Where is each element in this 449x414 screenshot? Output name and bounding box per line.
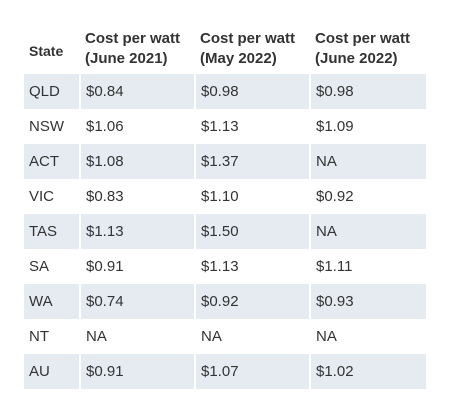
cell-june-2021: $0.83 <box>81 179 196 214</box>
cell-june-2021: NA <box>81 319 196 354</box>
header-june-2021: Cost per watt (June 2021) <box>85 29 181 67</box>
header-state: State <box>29 42 64 59</box>
cell-state: NSW <box>24 109 81 144</box>
cell-state: VIC <box>24 179 81 214</box>
header-may-2022: Cost per watt (May 2022) <box>200 29 296 67</box>
cell-state: SA <box>24 249 81 284</box>
table-row: NSW $1.06 $1.13 $1.09 <box>24 109 426 144</box>
table-row: ACT $1.08 $1.37 NA <box>24 144 426 179</box>
cell-june-2021: $1.08 <box>81 144 196 179</box>
cell-june-2021: $0.91 <box>81 249 196 284</box>
table-header: State Cost per watt (June 2021) Cost per… <box>24 23 426 74</box>
cell-may-2022: NA <box>196 319 311 354</box>
cell-may-2022: $1.07 <box>196 354 311 389</box>
cell-june-2022: $0.92 <box>311 179 426 214</box>
cell-june-2021: $1.13 <box>81 214 196 249</box>
table-row: VIC $0.83 $1.10 $0.92 <box>24 179 426 214</box>
cell-state: TAS <box>24 214 81 249</box>
cell-state: QLD <box>24 74 81 109</box>
cell-june-2022: $1.09 <box>311 109 426 144</box>
cell-june-2021: $0.84 <box>81 74 196 109</box>
table-row: QLD $0.84 $0.98 $0.98 <box>24 74 426 109</box>
cell-june-2022: $0.93 <box>311 284 426 319</box>
table-row: SA $0.91 $1.13 $1.11 <box>24 249 426 284</box>
cell-june-2022: NA <box>311 144 426 179</box>
cell-may-2022: $1.10 <box>196 179 311 214</box>
cell-june-2022: $0.98 <box>311 74 426 109</box>
cell-may-2022: $1.50 <box>196 214 311 249</box>
cell-state: AU <box>24 354 81 389</box>
table-row: NT NA NA NA <box>24 319 426 354</box>
cell-june-2022: $1.02 <box>311 354 426 389</box>
cell-june-2021: $1.06 <box>81 109 196 144</box>
header-june-2022: Cost per watt (June 2022) <box>315 29 411 67</box>
table-row: TAS $1.13 $1.50 NA <box>24 214 426 249</box>
cell-may-2022: $1.13 <box>196 249 311 284</box>
cell-june-2022: NA <box>311 319 426 354</box>
cell-state: ACT <box>24 144 81 179</box>
table-row: AU $0.91 $1.07 $1.02 <box>24 354 426 389</box>
cell-june-2022: $1.11 <box>311 249 426 284</box>
table-body: QLD $0.84 $0.98 $0.98 NSW $1.06 $1.13 $1… <box>24 74 426 389</box>
cell-may-2022: $1.13 <box>196 109 311 144</box>
cell-may-2022: $1.37 <box>196 144 311 179</box>
cell-may-2022: $0.92 <box>196 284 311 319</box>
header-row: State Cost per watt (June 2021) Cost per… <box>24 23 426 74</box>
cell-june-2022: NA <box>311 214 426 249</box>
cell-june-2021: $0.91 <box>81 354 196 389</box>
cell-june-2021: $0.74 <box>81 284 196 319</box>
cost-per-watt-table-container: State Cost per watt (June 2021) Cost per… <box>24 23 426 389</box>
cost-per-watt-table: State Cost per watt (June 2021) Cost per… <box>24 23 426 389</box>
table-row: WA $0.74 $0.92 $0.93 <box>24 284 426 319</box>
cell-may-2022: $0.98 <box>196 74 311 109</box>
cell-state: WA <box>24 284 81 319</box>
cell-state: NT <box>24 319 81 354</box>
